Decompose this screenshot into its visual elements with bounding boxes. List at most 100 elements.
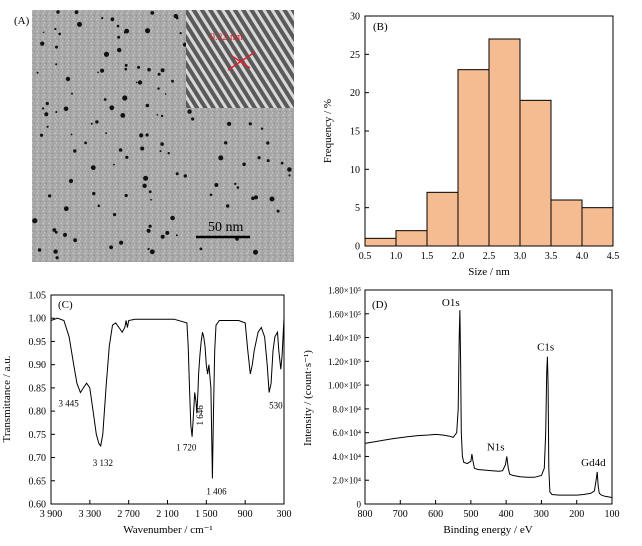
nanoparticle	[170, 215, 175, 221]
nanoparticle	[54, 230, 58, 234]
nanoparticle	[160, 142, 164, 146]
x-tick-label: 300	[277, 509, 292, 520]
y-axis-label-b: Frequency / %	[322, 99, 334, 163]
y-tick-label: 10	[350, 165, 360, 176]
nanoparticle	[65, 76, 71, 82]
nanoparticle	[109, 105, 115, 111]
nanoparticle	[150, 11, 155, 15]
nanoparticles	[32, 10, 292, 260]
nanoparticle	[173, 13, 178, 19]
nanoparticle	[45, 101, 49, 106]
nanoparticle	[113, 213, 117, 217]
nanoparticle	[137, 80, 143, 85]
peak-label: 530	[269, 401, 283, 411]
nanoparticle	[32, 218, 38, 224]
panel-c-label: (C)	[58, 299, 73, 311]
nanoparticle	[146, 228, 151, 233]
x-tick-label: 400	[499, 509, 514, 520]
nanoparticle	[55, 111, 58, 113]
y-tick-label: 5	[355, 203, 360, 214]
nanoparticle	[84, 141, 87, 145]
nanoparticle	[183, 174, 187, 178]
nanoparticle	[218, 155, 224, 161]
nanoparticle	[254, 195, 258, 200]
plot-frame-c	[50, 294, 285, 505]
lattice-marker-2	[231, 55, 251, 69]
nanoparticle	[165, 230, 170, 235]
x-tick-label: 3 900	[40, 509, 63, 520]
nanoparticle	[143, 175, 149, 181]
nanoparticle	[175, 234, 178, 237]
x-tick-label: 300	[534, 509, 549, 520]
nanoparticle	[139, 133, 144, 138]
x-tick-label: 900	[238, 509, 253, 520]
nanoparticle	[97, 71, 99, 74]
peak-label: 1 720	[176, 443, 197, 453]
x-axis-label-b: Size / nm	[468, 266, 510, 278]
nanoparticle	[63, 206, 69, 212]
histogram-bar	[395, 230, 428, 247]
nanoparticle	[92, 191, 96, 196]
nanoparticle	[257, 156, 261, 160]
y-tick-label: 25	[350, 50, 360, 61]
nanoparticle	[77, 21, 82, 27]
y-tick-label: 1.00	[29, 314, 47, 325]
y-tick-label: 0	[357, 500, 362, 510]
nanoparticle	[251, 196, 255, 201]
x-tick-label: 2 700	[117, 509, 140, 520]
nanoparticle	[179, 31, 182, 35]
peak-label: N1s	[487, 441, 505, 453]
y-tick-label: 2.0×10⁴	[333, 476, 361, 486]
nanoparticle	[90, 165, 96, 171]
peak-label: Gd4d	[581, 457, 606, 469]
nanoparticle	[63, 232, 67, 237]
nanoparticle	[260, 127, 264, 130]
nanoparticle	[113, 163, 115, 166]
nanoparticle	[145, 28, 151, 34]
y-tick-label: 0.85	[29, 383, 47, 394]
x-tick-label: 2 100	[156, 509, 179, 520]
x-tick-label: 700	[393, 509, 408, 520]
nanoparticle	[266, 159, 270, 163]
nanoparticle	[269, 196, 275, 202]
x-tick-label: 2.5	[483, 251, 496, 262]
y-tick-label: 1.20×10⁵	[328, 357, 361, 367]
x-tick-label: 1.0	[390, 251, 403, 262]
x-axis-label-d: Binding energy / eV	[443, 524, 532, 536]
nanoparticle	[120, 113, 126, 118]
nanoparticle	[209, 193, 213, 197]
nanoparticle	[44, 112, 49, 117]
nanoparticle	[39, 133, 44, 137]
y-tick-label: 15	[350, 127, 360, 138]
nanoparticle	[56, 10, 60, 14]
nanoparticle	[148, 224, 152, 228]
peak-label: 3 445	[58, 399, 79, 409]
nanoparticle	[253, 249, 258, 255]
x-tick-label: 100	[605, 509, 620, 520]
nanoparticle	[53, 249, 58, 254]
nanoparticle	[145, 103, 150, 108]
axis-ticks-c: 3 900 3 300 2 700 2 100 1 500 900 300 0.60 0.65 0…	[29, 291, 292, 521]
nanoparticle	[150, 198, 152, 201]
nanoparticle	[100, 68, 105, 73]
nanoparticle	[199, 247, 203, 251]
nanoparticle	[214, 183, 219, 187]
y-axis-label-d: Intensity / (count·s⁻¹)	[302, 350, 314, 446]
x-tick-label: 1 500	[195, 509, 218, 520]
peak-annotations-c: 3 445 3 132 1 720 1 646 1 406 530	[58, 399, 283, 497]
nanoparticle	[142, 183, 147, 188]
xps-spectrum-line	[364, 310, 613, 498]
histogram-bar	[457, 69, 490, 247]
nanoparticle	[90, 122, 93, 125]
panel-d: 800 700 600 500 400 300 200 100 0 2.0×10⁴ 4.0×10⁴ 6…	[302, 286, 620, 537]
lattice-marker-1	[227, 51, 256, 71]
x-tick-label: 3.0	[514, 251, 527, 262]
nanoparticle	[40, 41, 45, 46]
nanoparticle	[156, 114, 159, 116]
y-tick-label: 30	[350, 12, 360, 23]
nanoparticle	[125, 155, 129, 159]
histogram-bar	[519, 99, 552, 247]
nanoparticle	[147, 67, 151, 72]
nanoparticle	[248, 122, 252, 126]
y-tick-label: 20	[350, 88, 360, 99]
